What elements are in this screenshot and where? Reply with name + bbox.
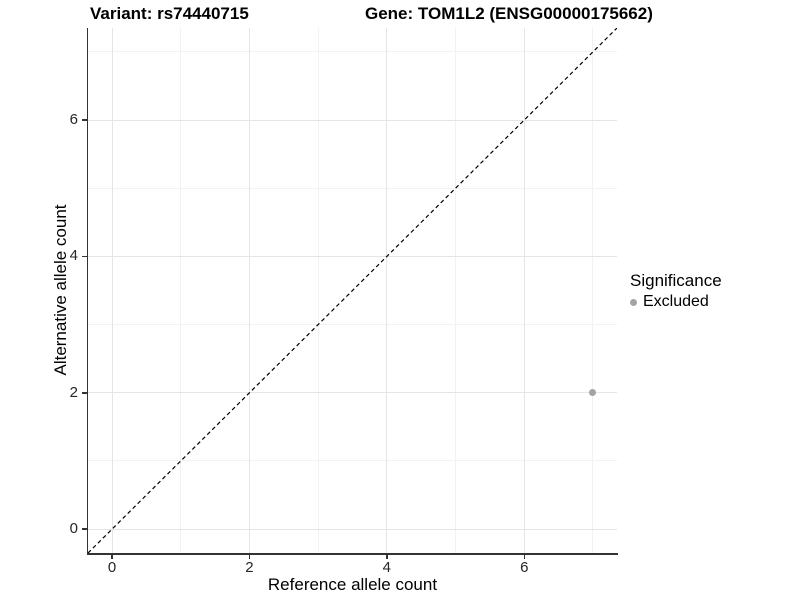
identity-line-svg xyxy=(88,28,617,553)
plot-title-gene: Gene: TOM1L2 (ENSG00000175662) xyxy=(365,4,653,23)
y-tick-mark xyxy=(82,528,87,530)
identity-line xyxy=(88,28,617,553)
plot-title-variant: Variant: rs74440715 xyxy=(90,4,249,23)
x-tick-mark xyxy=(523,554,525,559)
x-tick-mark xyxy=(111,554,113,559)
x-gridline-major xyxy=(111,28,113,553)
y-gridline-minor xyxy=(88,460,617,462)
y-gridline-major xyxy=(88,119,617,121)
legend-item: Excluded xyxy=(630,293,722,311)
y-axis-line xyxy=(86,28,88,555)
y-gridline-minor xyxy=(88,324,617,326)
y-gridline-minor xyxy=(88,51,617,53)
y-gridline-minor xyxy=(88,187,617,189)
x-gridline-major xyxy=(248,28,250,553)
x-tick-label: 0 xyxy=(107,559,117,576)
x-tick-mark xyxy=(248,554,251,559)
y-tick-label: 6 xyxy=(69,111,78,129)
x-gridline-major xyxy=(523,28,525,553)
legend-item-label: Excluded xyxy=(643,293,709,310)
x-gridline-minor xyxy=(180,28,182,553)
y-gridline-major xyxy=(88,392,617,394)
x-tick-mark xyxy=(386,554,388,559)
x-axis-title: Reference allele count xyxy=(267,575,438,594)
data-point xyxy=(589,389,597,397)
legend: Significance Excluded xyxy=(630,271,722,311)
x-gridline-minor xyxy=(455,28,457,553)
x-gridline-minor xyxy=(317,28,319,553)
x-tick-label: 2 xyxy=(245,559,254,576)
y-tick-label: 2 xyxy=(69,383,78,401)
y-tick-mark xyxy=(82,255,87,258)
x-gridline-major xyxy=(386,28,388,553)
y-tick-label: 4 xyxy=(69,247,78,265)
x-tick-label: 6 xyxy=(520,559,529,576)
legend-items: Excluded xyxy=(630,293,722,311)
x-tick-label: 4 xyxy=(382,559,392,576)
y-tick-label: 0 xyxy=(69,520,78,538)
x-gridline-minor xyxy=(592,28,594,553)
y-tick-mark xyxy=(82,392,87,394)
y-axis-title: Alternative allele count xyxy=(51,204,70,376)
plot-panel xyxy=(88,28,617,553)
y-gridline-major xyxy=(88,528,617,530)
legend-key-dot xyxy=(630,298,637,306)
y-gridline-major xyxy=(88,255,617,257)
legend-title: Significance xyxy=(630,271,722,290)
x-axis-line xyxy=(86,553,618,555)
y-tick-mark xyxy=(82,119,87,121)
